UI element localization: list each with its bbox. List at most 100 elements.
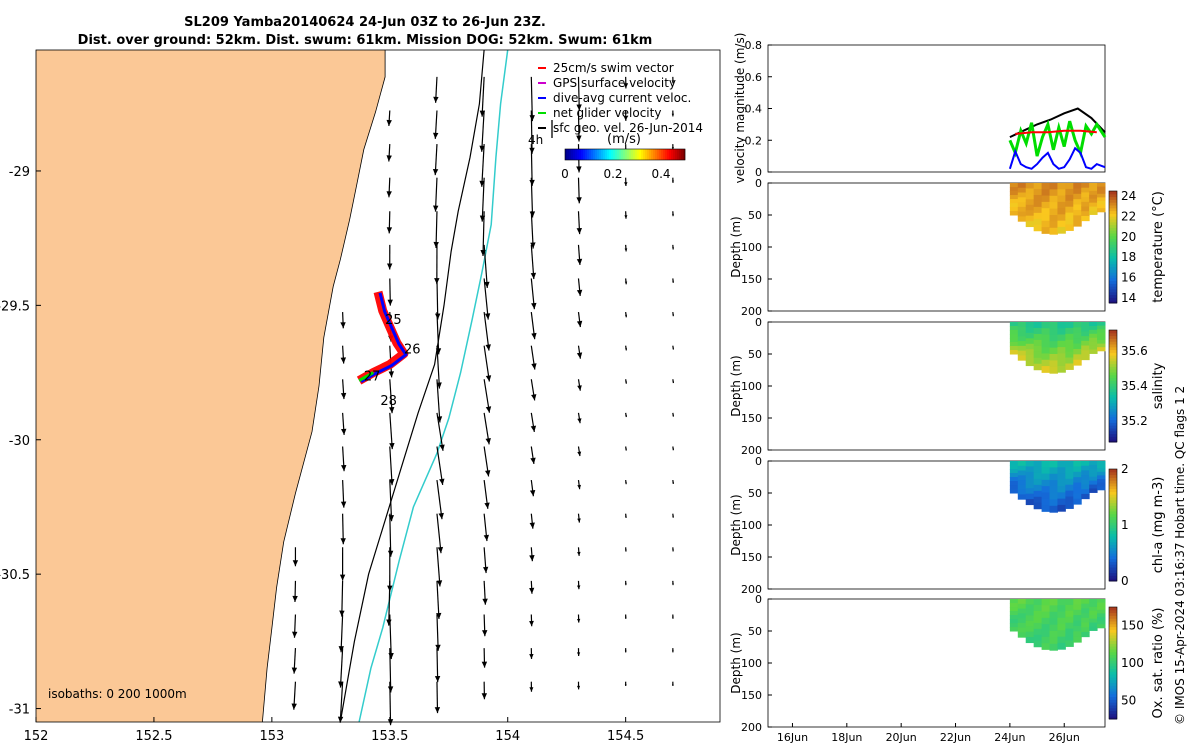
profile-cell	[1073, 209, 1082, 216]
profile-cell	[1017, 461, 1027, 467]
profile-cell	[1073, 631, 1082, 638]
geo-velocity-arrow	[389, 412, 395, 450]
profile-colorbar-cell	[1109, 575, 1117, 579]
geo-velocity-arrow	[292, 614, 298, 638]
geo-velocity-arrow	[389, 379, 395, 414]
profile-cell	[1057, 461, 1066, 468]
geo-velocity-arrow	[624, 177, 628, 186]
profile-cell	[1009, 346, 1019, 351]
profile-cell	[1097, 340, 1106, 345]
geo-velocity-arrow-head	[340, 392, 347, 400]
profile-cell	[1041, 334, 1051, 342]
map-colorbar-cell	[633, 149, 636, 160]
map-colorbar-cell	[683, 149, 686, 160]
profile-colorbar-cell	[1109, 519, 1117, 523]
profile-cell	[1009, 195, 1019, 200]
profile-colorbar-cell	[1109, 632, 1117, 636]
profile-cell	[1041, 624, 1051, 631]
velocity-y-tick-label: 0.4	[745, 103, 763, 116]
profile-cell	[1089, 472, 1098, 478]
profile-cell	[1025, 193, 1035, 200]
profile-cell	[1041, 486, 1051, 493]
geo-velocity-arrow-head	[386, 191, 392, 198]
profile-cell	[1097, 624, 1106, 629]
profile-cell	[1097, 599, 1106, 604]
geo-velocity-arrow-head	[624, 684, 627, 686]
profile-colorbar-cell	[1109, 275, 1117, 279]
geo-velocity-arrow	[577, 446, 582, 457]
profile-cell	[1017, 613, 1027, 619]
geo-velocity-arrow	[625, 480, 627, 485]
profile-cell	[1049, 492, 1058, 500]
profile-colorbar-cell	[1109, 502, 1117, 506]
profile-cell	[1089, 345, 1098, 351]
geo-velocity-arrow-head	[389, 443, 395, 450]
profile-cell	[1009, 191, 1019, 196]
profile-cell	[1033, 322, 1043, 329]
profile-cell	[1081, 331, 1090, 337]
profile-cell	[1097, 620, 1106, 625]
profile-cell	[1065, 640, 1074, 647]
profile-colorbar-cell	[1109, 629, 1117, 633]
map-colorbar-cell	[599, 149, 602, 160]
geo-velocity-arrow-head	[292, 560, 299, 567]
profile-colorbar-cell	[1109, 615, 1117, 619]
profile-colorbar-cell	[1109, 494, 1117, 498]
time-tick-label: 18Jun	[831, 731, 862, 744]
profile-cell	[1049, 486, 1058, 494]
time-tick-label: 24Jun	[994, 731, 1025, 744]
profile-colorbar-cell	[1109, 272, 1117, 276]
geo-velocity-arrow	[672, 244, 674, 250]
profile-cell	[1073, 199, 1082, 206]
profile-cell	[1025, 477, 1035, 484]
profile-cell	[1033, 502, 1043, 510]
geo-velocity-arrow-shaft	[389, 480, 393, 522]
map-colorbar-tick: 0.2	[603, 167, 622, 181]
profile-cell	[1057, 189, 1066, 197]
profile-colorbar-cell	[1109, 205, 1117, 209]
profile-cell	[1033, 628, 1043, 636]
geo-velocity-arrow-head	[432, 169, 439, 176]
profile-cell	[1097, 332, 1106, 337]
geo-velocity-arrow	[530, 379, 537, 401]
geo-velocity-arrow-shaft	[436, 513, 442, 554]
profile-colorbar-frame	[1108, 190, 1118, 304]
geo-velocity-arrow-head	[577, 551, 581, 556]
profile-colorbar-cell	[1109, 261, 1117, 265]
profile-cell	[1033, 200, 1043, 208]
geo-velocity-arrow-head	[672, 482, 674, 484]
profile-cell	[1025, 221, 1035, 228]
map-frame	[35, 49, 721, 723]
profile-cell	[1049, 643, 1058, 651]
profile-cell	[1065, 183, 1074, 190]
profile-cell	[1025, 609, 1035, 616]
profile-cell	[1041, 195, 1051, 203]
profile-colorbar-cell	[1109, 391, 1117, 395]
profile-colorbar-cell	[1109, 414, 1117, 418]
geo-velocity-arrow-head	[624, 182, 628, 186]
profile-cell	[1049, 189, 1058, 197]
geo-velocity-arrow-head	[530, 425, 537, 432]
geo-velocity-arrow	[436, 513, 444, 554]
geo-velocity-arrow	[625, 412, 627, 418]
geo-velocity-arrow-head	[387, 299, 393, 306]
profile-cell	[1017, 603, 1027, 610]
profile-cell	[1041, 189, 1051, 197]
profile-cell	[1025, 461, 1035, 467]
profile-cell	[1073, 188, 1082, 195]
profile-y-tick-label: 200	[741, 305, 762, 318]
geo-velocity-arrow	[529, 681, 534, 692]
map-colorbar-cell	[569, 149, 572, 160]
profile-colorbar-cell	[1109, 366, 1117, 370]
geo-velocity-arrow	[624, 614, 627, 619]
geo-velocity-arrow	[386, 211, 393, 234]
map-colorbar-cell	[647, 149, 650, 160]
profile-cell	[1025, 210, 1035, 217]
profile-cell	[1065, 496, 1074, 503]
geo-velocity-arrow	[625, 547, 627, 552]
geo-velocity-arrow-shaft	[436, 446, 444, 486]
geo-velocity-arrow-head	[577, 585, 581, 590]
profile-cell	[1041, 617, 1051, 625]
profile-cell	[1065, 194, 1074, 202]
